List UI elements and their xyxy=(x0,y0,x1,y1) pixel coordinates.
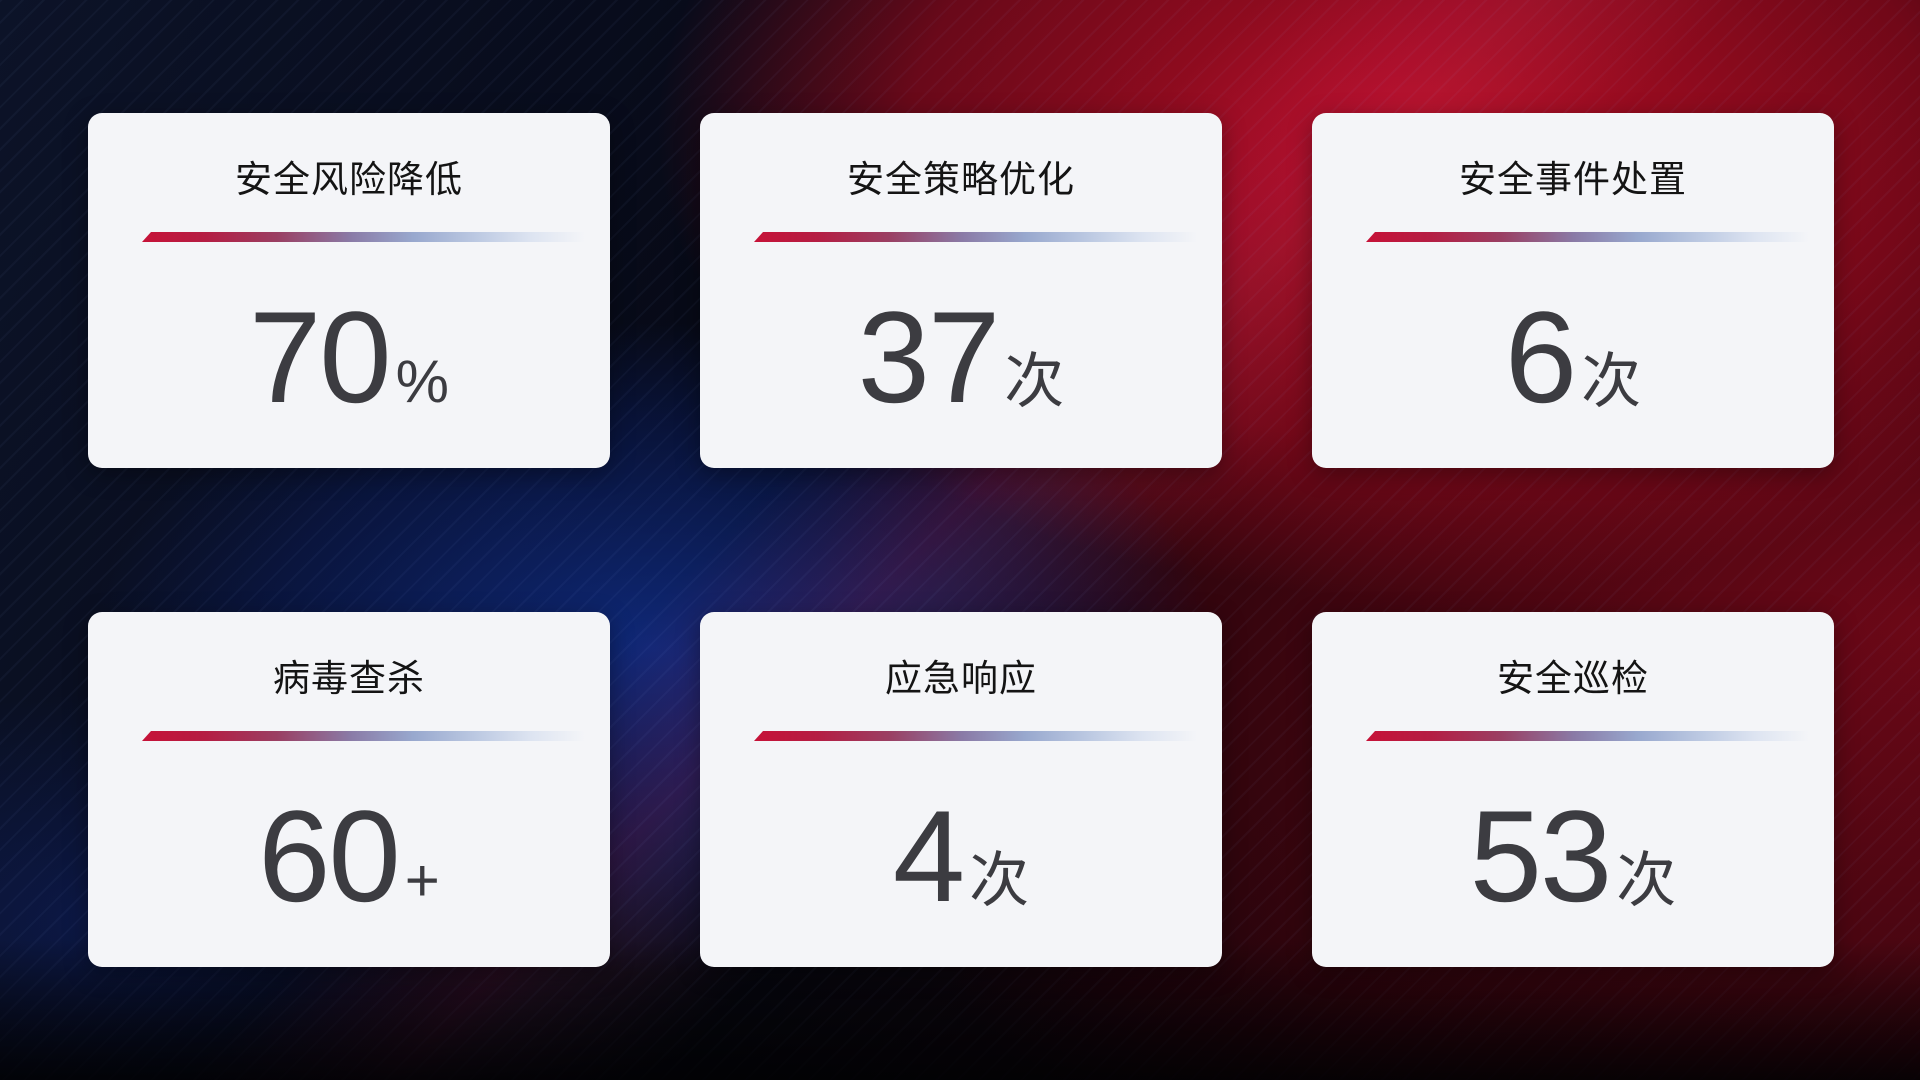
divider-line xyxy=(754,232,1206,242)
card-value: 53 xyxy=(1469,783,1613,929)
card-title: 应急响应 xyxy=(885,658,1037,699)
card-title: 安全策略优化 xyxy=(847,159,1075,200)
card-unit: 次 xyxy=(1004,348,1065,415)
divider-line xyxy=(1366,232,1818,242)
divider-line xyxy=(754,731,1206,741)
card-unit: + xyxy=(404,847,440,914)
divider-line xyxy=(142,232,594,242)
card-title: 安全事件处置 xyxy=(1459,159,1687,200)
card-value-row: 70% xyxy=(88,292,610,422)
card-unit: 次 xyxy=(969,847,1030,914)
card-value-row: 53 次 xyxy=(1312,791,1834,921)
card-value: 4 xyxy=(892,783,965,929)
card-value: 6 xyxy=(1504,284,1577,430)
card-value-row: 37 次 xyxy=(700,292,1222,422)
divider-line xyxy=(1366,731,1818,741)
stat-card-virus-scan: 病毒查杀 60 + xyxy=(88,612,610,967)
divider-line xyxy=(142,731,594,741)
card-unit: 次 xyxy=(1616,847,1677,914)
stat-card-risk-reduction: 安全风险降低 70% xyxy=(88,113,610,468)
card-value-row: 60 + xyxy=(88,791,610,921)
card-value: 60 xyxy=(258,783,401,929)
card-title: 病毒查杀 xyxy=(273,658,425,699)
card-unit: 次 xyxy=(1581,348,1642,415)
card-value: 37 xyxy=(857,284,1001,430)
card-title: 安全巡检 xyxy=(1497,658,1649,699)
card-unit: % xyxy=(395,348,449,415)
card-value: 70 xyxy=(249,284,392,430)
stat-card-policy-optimization: 安全策略优化 37 次 xyxy=(700,113,1222,468)
stat-card-security-inspection: 安全巡检 53 次 xyxy=(1312,612,1834,967)
card-title: 安全风险降低 xyxy=(235,159,463,200)
